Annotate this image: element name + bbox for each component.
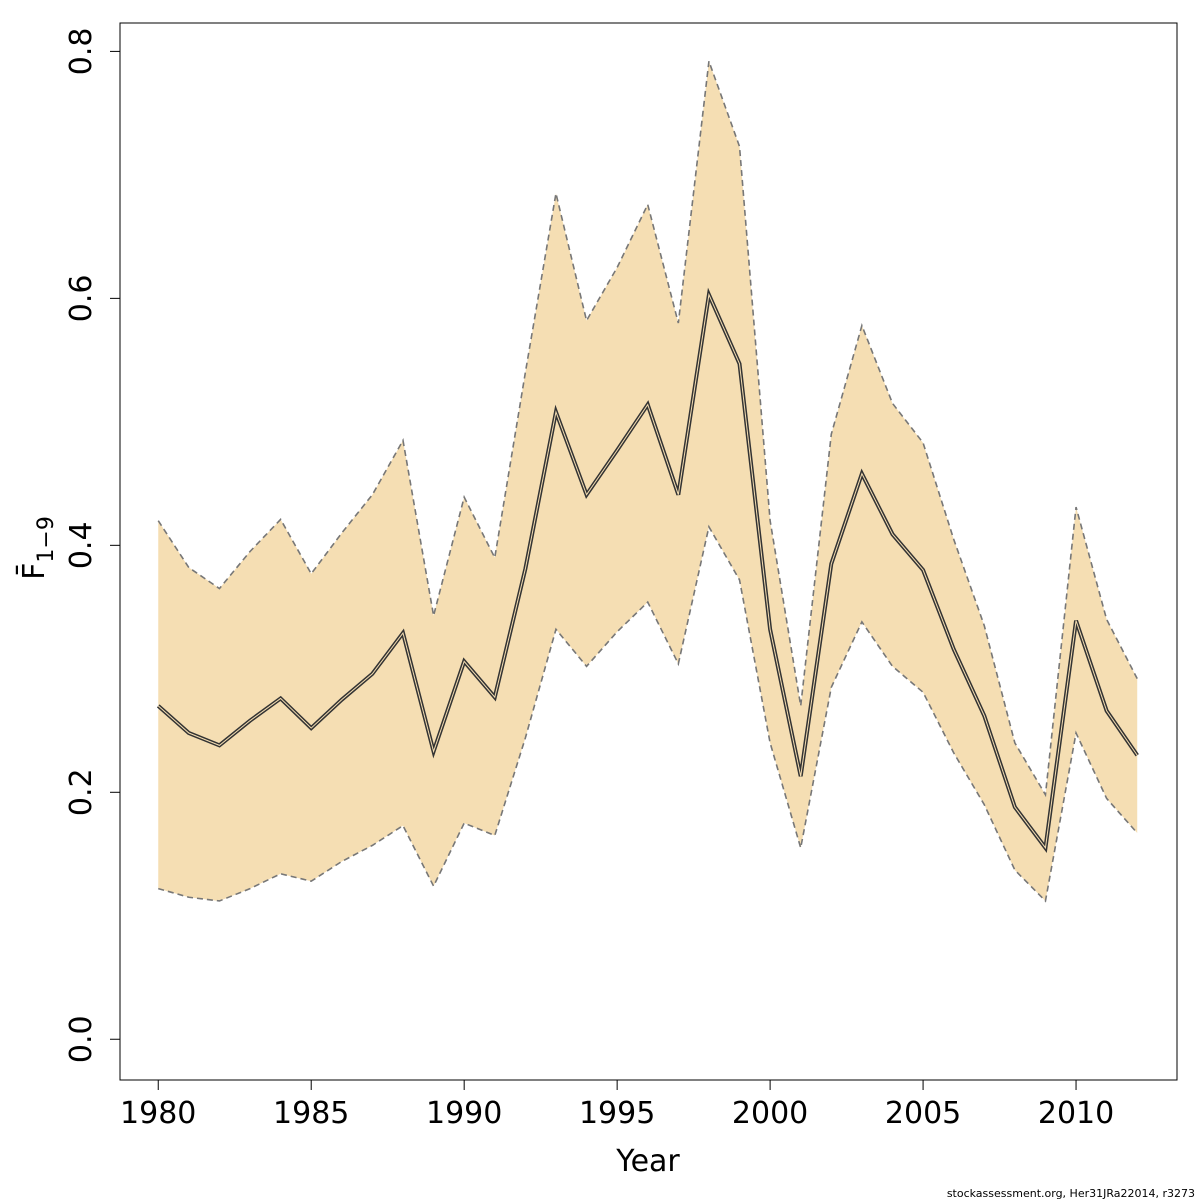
y-tick-label: 0.6: [64, 275, 99, 323]
svg-text:F̄1−9: F̄1−9: [16, 516, 59, 580]
x-tick-label: 1995: [579, 1096, 655, 1131]
upper-bound-line: [157, 61, 1138, 798]
y-tick-label: 0.4: [64, 521, 99, 569]
y-axis-title-subscript: 1−9: [34, 516, 59, 562]
x-tick-label: 2005: [885, 1096, 961, 1131]
x-axis: 1980 1985 1990 1995 2000 2005 2010: [120, 1079, 1114, 1131]
x-tick-label: 2000: [732, 1096, 808, 1131]
footer-credit: stockassessment.org, Her31JRa22014, r327…: [947, 1187, 1195, 1200]
confidence-band-area: [158, 61, 1138, 901]
x-tick-label: 1980: [120, 1096, 196, 1131]
confidence-band: [158, 61, 1138, 901]
y-tick-label: 0.0: [64, 1015, 99, 1063]
y-tick-label: 0.2: [64, 768, 99, 816]
y-axis: 0.0 0.2 0.4 0.6 0.8: [64, 28, 121, 1063]
estimate-line-inner: [157, 292, 1138, 850]
estimate-line-group: [156, 61, 1139, 903]
x-tick-label: 2010: [1038, 1096, 1114, 1131]
y-axis-title: F̄1−9: [16, 516, 59, 580]
x-tick-label: 1985: [273, 1096, 349, 1131]
y-axis-title-symbol: F̄: [16, 563, 52, 580]
lower-bound-line: [158, 524, 1138, 903]
y-tick-label: 0.8: [64, 28, 99, 76]
x-axis-title: Year: [615, 1144, 680, 1179]
x-tick-label: 1990: [426, 1096, 502, 1131]
